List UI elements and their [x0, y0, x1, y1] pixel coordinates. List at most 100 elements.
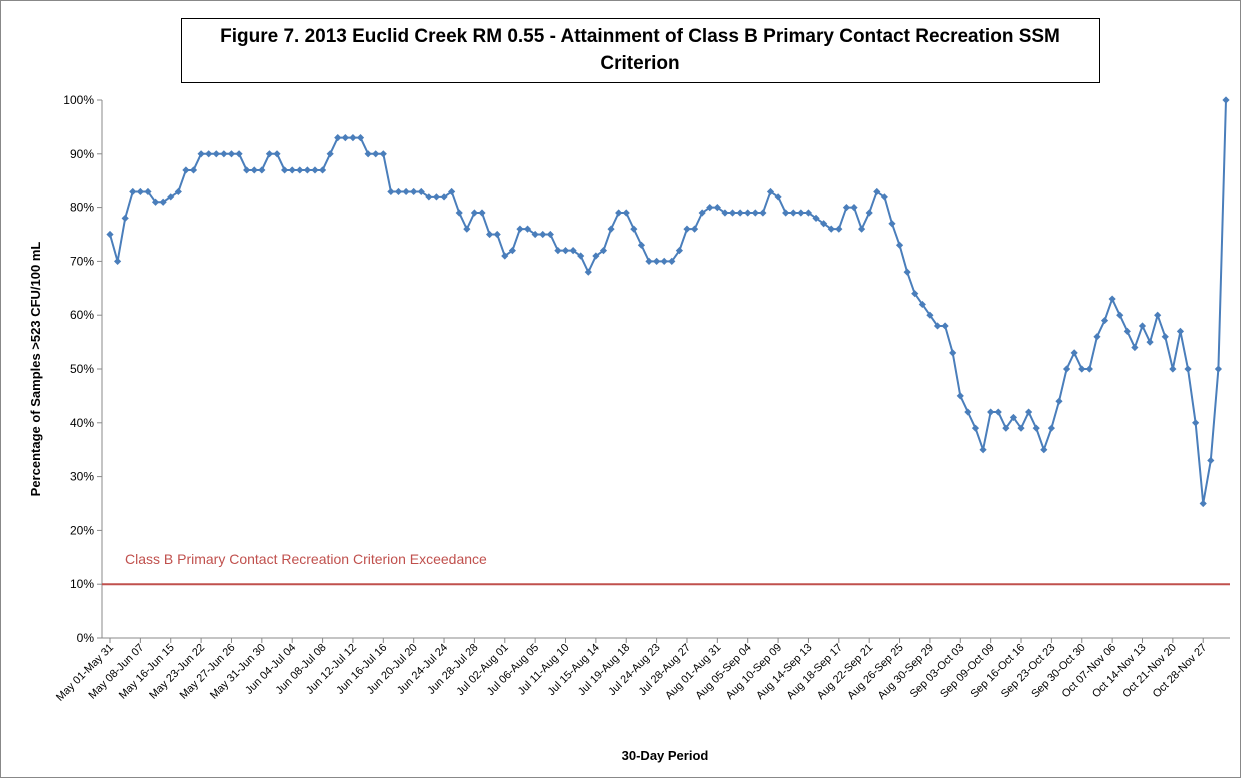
data-point [1040, 446, 1048, 454]
data-point [1199, 499, 1207, 508]
data-point [1070, 349, 1078, 357]
data-point [106, 230, 114, 239]
chart-title: Figure 7. 2013 Euclid Creek RM 0.55 - At… [220, 26, 1060, 74]
data-point [485, 230, 494, 239]
data-point [584, 268, 592, 276]
data-point [554, 247, 562, 255]
data-point [463, 225, 471, 233]
data-point [865, 209, 873, 217]
data-point [637, 241, 646, 249]
data-point [508, 247, 516, 255]
data-point [926, 311, 934, 319]
title-container: Figure 7. 2013 Euclid Creek RM 0.55 - At… [220, 26, 1060, 74]
data-point [440, 193, 448, 201]
data-point [136, 187, 144, 196]
data-point [964, 408, 972, 416]
data-point [1025, 408, 1033, 416]
data-point [835, 225, 843, 233]
data-point [1222, 96, 1230, 104]
data-point [288, 166, 296, 174]
data-point [1161, 333, 1169, 341]
data-point [189, 166, 198, 174]
data-point [144, 187, 152, 196]
data-point [387, 187, 395, 196]
data-point [850, 204, 858, 212]
data-point [167, 193, 175, 201]
data-point [539, 230, 547, 239]
data-point [979, 446, 987, 454]
data-point [197, 150, 205, 158]
data-point [1078, 365, 1086, 373]
data-point [326, 150, 334, 158]
data-point [941, 322, 949, 330]
title-box [181, 18, 1100, 83]
data-point [895, 241, 904, 249]
data-point [113, 257, 122, 265]
data-point [1032, 424, 1040, 432]
data-point [478, 209, 486, 217]
data-point [523, 225, 532, 233]
data-point [235, 150, 243, 158]
data-point [1146, 338, 1154, 346]
data-point [493, 230, 501, 239]
data-point [425, 193, 433, 201]
data-point [857, 225, 866, 233]
data-point [417, 187, 425, 196]
data-point [744, 209, 752, 217]
data-point [971, 424, 980, 432]
data-line [109, 99, 1227, 504]
data-point [911, 290, 919, 298]
data-point [698, 209, 706, 217]
reference-label: Class B Primary Contact Recreation Crite… [125, 551, 487, 567]
data-point [736, 209, 744, 217]
data-point [121, 214, 129, 222]
data-point [318, 166, 327, 174]
data-point [546, 230, 554, 239]
data-point [372, 150, 380, 158]
data-point [592, 252, 600, 260]
data-point [1002, 424, 1010, 432]
data-point [1138, 322, 1147, 330]
data-point [1055, 397, 1063, 405]
data-point [956, 392, 964, 400]
data-point [303, 166, 311, 174]
data-point [364, 150, 372, 158]
y-tick-label: 70% [70, 254, 94, 268]
data-point [402, 187, 410, 196]
y-axis-label: Percentage of Samples >523 CFU/100 mL [28, 242, 43, 497]
data-point [159, 198, 167, 206]
data-point [820, 220, 828, 228]
data-point [949, 349, 957, 357]
data-point [356, 134, 365, 142]
data-point [432, 193, 441, 201]
data-point [706, 204, 714, 212]
data-point [1123, 327, 1131, 335]
data-point [296, 166, 304, 174]
data-point [1169, 365, 1177, 373]
data-point [766, 187, 775, 196]
data-point [410, 187, 418, 196]
y-tick-label: 10% [70, 577, 94, 591]
data-point [607, 225, 615, 233]
y-tick-label: 20% [70, 523, 94, 537]
data-point [797, 209, 805, 217]
data-point [1131, 343, 1139, 352]
data-point [1100, 316, 1109, 325]
y-tick-label: 90% [70, 147, 94, 161]
data-point [827, 225, 835, 233]
data-point [311, 166, 319, 174]
data-point [174, 187, 182, 196]
data-point [630, 225, 638, 233]
data-point [668, 257, 676, 265]
data-point [690, 225, 699, 233]
data-point [615, 209, 623, 217]
data-point [789, 209, 797, 217]
data-point [812, 214, 820, 222]
data-point [774, 193, 782, 201]
x-axis-label: 30-Day Period [622, 748, 709, 763]
data-point [675, 247, 683, 255]
data-point [1085, 365, 1093, 373]
y-tick-label: 60% [70, 308, 94, 322]
data-point [258, 166, 266, 174]
